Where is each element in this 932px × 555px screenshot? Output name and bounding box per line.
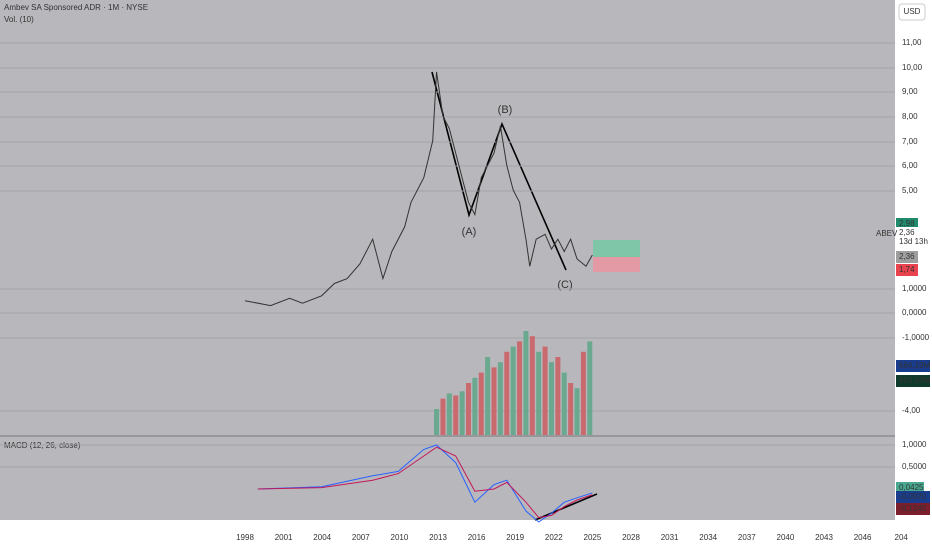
volume-bar: [465, 383, 471, 435]
price-label: 0,0000: [902, 308, 927, 317]
time-label: 2025: [584, 533, 602, 542]
currency[interactable]: USD: [904, 7, 921, 16]
loss-zone: [593, 257, 640, 272]
wave-label: (A): [462, 226, 477, 238]
badge: [896, 236, 930, 248]
volume-label: Vol. (10): [4, 15, 34, 24]
volume-bar: [491, 367, 497, 435]
profit-zone: [593, 240, 640, 257]
time-label: 2013: [429, 533, 447, 542]
time-label: 2001: [275, 533, 293, 542]
macd-title: MACD (12, 26, close): [4, 441, 81, 450]
price-label: 6,00: [902, 161, 918, 170]
badge-text: -0,1345: [899, 504, 927, 513]
badge: [896, 491, 930, 503]
time-label: 2019: [506, 533, 524, 542]
volume-bar: [440, 398, 446, 435]
macd-line: [257, 446, 593, 519]
badge-text: -0,0920: [899, 492, 927, 501]
price-label: 8,00: [902, 112, 918, 121]
volume-bar: [580, 351, 586, 435]
time-label: 2007: [352, 533, 370, 542]
volume-bar: [472, 377, 478, 435]
macd-line: [257, 444, 593, 523]
price-label: 9,00: [902, 87, 918, 96]
price-line: [244, 71, 593, 307]
price-label: 11,00: [902, 38, 922, 47]
time-label: 204: [895, 533, 909, 542]
volume-bar: [536, 351, 542, 435]
time-label: 2031: [661, 533, 679, 542]
volume-bar: [568, 383, 574, 435]
time-label: 2040: [777, 533, 795, 542]
volume-bar: [459, 391, 465, 435]
volume-bar: [561, 372, 567, 435]
badge: [896, 251, 918, 263]
badge-text: 664,19M: [899, 361, 930, 370]
volume-bar: [548, 362, 554, 435]
volume-bar: [523, 331, 529, 435]
volume-bar: [446, 393, 452, 435]
currency-button[interactable]: [898, 3, 926, 21]
badge-text: 2,36: [899, 252, 915, 261]
time-label: 2028: [622, 533, 640, 542]
time-axis: [0, 520, 932, 550]
price-label: 5,00: [902, 186, 918, 195]
macd-axis-label: 1,0000: [902, 440, 927, 449]
price-label: -1,0000: [902, 333, 930, 342]
volume-bar: [529, 336, 535, 435]
volume-bar: [517, 341, 523, 435]
time-label: 2043: [815, 533, 833, 542]
volume-bar: [542, 346, 548, 435]
badge: [896, 264, 918, 276]
badge-text: 2,98: [899, 219, 915, 228]
price-label: 1,0000: [902, 284, 927, 293]
title: Ambev SA Sponsored ADR · 1M · NYSE: [4, 3, 148, 12]
time-label: 2016: [468, 533, 486, 542]
volume-bar: [574, 388, 580, 435]
macd-axis-label: 0,5000: [902, 462, 927, 471]
badge: [896, 360, 930, 372]
volume-bar: [510, 346, 516, 435]
badge-text: 13d 13h: [899, 237, 928, 246]
volume-bar: [497, 362, 503, 435]
time-label: 2010: [391, 533, 409, 542]
price-label: 7,00: [902, 137, 918, 146]
wave-label: (B): [498, 104, 513, 116]
price-label: -4,00: [902, 406, 921, 415]
volume-bar: [504, 351, 510, 435]
time-label: 2022: [545, 533, 563, 542]
price-label: 10,00: [902, 63, 923, 72]
volume-bar: [434, 409, 440, 435]
badge-text: 0,0425: [899, 483, 924, 492]
time-label: 2037: [738, 533, 756, 542]
volume-bar: [485, 357, 491, 435]
volume-bar: [555, 357, 561, 435]
volume-bar: [587, 341, 593, 435]
time-label: 2046: [854, 533, 872, 542]
divergence-line: [534, 493, 598, 521]
badge-text: 493,93M: [899, 376, 930, 385]
symbol: ABEV: [876, 229, 898, 238]
badge: [896, 375, 930, 387]
time-label: 2004: [313, 533, 331, 542]
volume-bar: [478, 372, 484, 435]
time-label: 2034: [699, 533, 717, 542]
volume-bar: [453, 395, 459, 435]
time-label: 1998: [236, 533, 254, 542]
badge: [896, 503, 930, 515]
badge-text: 2,36: [899, 228, 915, 237]
wave-label: (C): [557, 279, 572, 291]
badge-text: 1,74: [899, 265, 915, 274]
